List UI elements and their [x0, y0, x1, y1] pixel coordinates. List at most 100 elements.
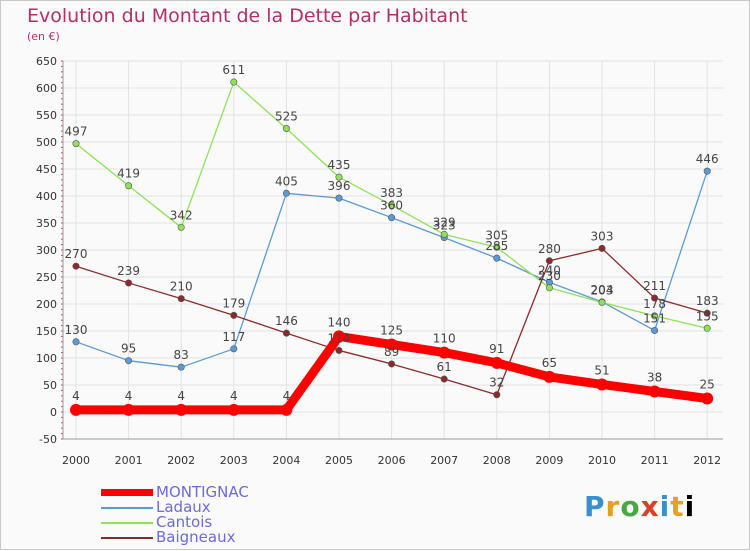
data-label-montignac: 110	[433, 332, 456, 346]
y-tick-label: 150	[36, 325, 57, 338]
x-tick-label: 2010	[588, 454, 616, 467]
legend-swatch-cantois	[101, 521, 153, 524]
data-point-cantois	[598, 298, 606, 306]
data-point-cantois	[72, 140, 80, 148]
data-point-ladaux	[282, 189, 290, 197]
data-point-baigneaux	[125, 279, 133, 287]
legend-item-montignac: MONTIGNAC	[101, 485, 249, 500]
data-point-montignac	[596, 378, 608, 391]
legend-item-ladaux: Ladaux	[101, 500, 249, 515]
logo-letter: P	[584, 490, 606, 523]
data-label-cantois: 525	[275, 110, 298, 124]
y-tick-label: 50	[43, 379, 57, 392]
x-tick-label: 2004	[272, 454, 300, 467]
data-point-cantois	[703, 324, 711, 332]
x-tick-label: 2011	[641, 454, 669, 467]
data-point-baigneaux	[230, 311, 238, 319]
data-point-ladaux	[335, 194, 343, 202]
y-tick-label: 600	[36, 82, 57, 95]
data-point-montignac	[175, 403, 188, 416]
data-label-montignac: 38	[647, 370, 662, 384]
data-point-ladaux	[230, 345, 238, 353]
data-label-baigneaux: 239	[117, 264, 140, 278]
x-tick-label: 2012	[693, 454, 721, 467]
logo-letter: i	[659, 490, 671, 523]
data-label-ladaux: 405	[275, 174, 298, 188]
data-point-montignac	[333, 330, 345, 343]
data-label-baigneaux: 114	[328, 331, 351, 345]
data-label-ladaux: 323	[433, 219, 456, 233]
y-tick-label: 400	[36, 190, 57, 203]
chart-unit-label: (en €)	[27, 30, 60, 43]
data-label-cantois: 383	[380, 186, 403, 200]
data-label-cantois: 230	[538, 269, 561, 283]
data-point-baigneaux	[440, 375, 448, 383]
data-label-cantois: 329	[433, 215, 456, 229]
data-label-baigneaux: 270	[65, 247, 88, 261]
data-label-montignac: 51	[594, 363, 609, 377]
data-label-baigneaux: 183	[696, 294, 719, 308]
data-point-cantois	[230, 78, 238, 86]
data-point-ladaux	[388, 214, 396, 222]
data-label-ladaux: 360	[380, 199, 403, 213]
data-label-ladaux: 95	[121, 342, 136, 356]
legend-item-cantois: Cantois	[101, 515, 249, 530]
data-point-montignac	[122, 403, 135, 416]
data-label-baigneaux: 210	[170, 280, 193, 294]
x-tick-label: 2006	[378, 454, 406, 467]
data-point-cantois	[493, 243, 501, 251]
data-label-montignac: 125	[380, 324, 403, 338]
data-point-ladaux	[72, 338, 80, 346]
y-tick-label: 450	[36, 163, 57, 176]
data-point-montignac	[543, 370, 556, 383]
logo-letter: x	[640, 490, 660, 523]
data-label-cantois: 419	[117, 167, 140, 181]
data-label-baigneaux: 179	[222, 296, 245, 310]
data-point-ladaux	[177, 363, 185, 371]
data-point-cantois	[651, 312, 659, 320]
data-label-montignac: 140	[328, 315, 351, 329]
data-label-ladaux: 285	[485, 239, 508, 253]
data-point-montignac	[227, 403, 240, 416]
data-label-baigneaux: 211	[643, 279, 666, 293]
data-label-ladaux: 446	[696, 152, 719, 166]
x-tick-label: 2001	[115, 454, 143, 467]
y-tick-label: 200	[36, 298, 57, 311]
y-tick-label: 300	[36, 244, 57, 257]
data-point-baigneaux	[703, 309, 711, 317]
y-tick-label: -50	[39, 433, 57, 446]
data-point-cantois	[177, 223, 185, 231]
data-label-montignac: 4	[72, 389, 80, 403]
chart-title: Evolution du Montant de la Dette par Hab…	[27, 5, 468, 27]
data-label-montignac: 4	[125, 389, 133, 403]
legend-swatch-montignac	[101, 489, 153, 496]
x-tick-label: 2009	[535, 454, 563, 467]
data-label-ladaux: 396	[328, 179, 351, 193]
data-label-baigneaux: 303	[591, 229, 614, 243]
data-label-baigneaux: 32	[489, 376, 504, 390]
legend-label-ladaux: Ladaux	[156, 498, 211, 516]
x-tick-label: 2007	[430, 454, 458, 467]
logo-letter: r	[605, 490, 621, 523]
data-label-cantois: 435	[328, 158, 351, 172]
data-point-montignac	[701, 392, 714, 405]
data-label-ladaux: 83	[174, 348, 189, 362]
data-point-ladaux	[493, 254, 501, 262]
data-point-baigneaux	[388, 360, 396, 368]
data-label-ladaux: 204	[591, 283, 614, 297]
chart-legend: MONTIGNAC Ladaux Cantois Baigneaux	[101, 485, 249, 545]
data-label-montignac: 65	[542, 356, 557, 370]
data-point-montignac	[438, 346, 451, 359]
legend-swatch-ladaux	[101, 506, 153, 509]
data-point-ladaux	[125, 357, 133, 365]
data-point-cantois	[545, 284, 553, 292]
data-label-ladaux: 117	[222, 330, 245, 344]
x-tick-label: 2005	[325, 454, 353, 467]
y-tick-label: 500	[36, 136, 57, 149]
data-point-baigneaux	[598, 244, 606, 252]
data-point-baigneaux	[72, 262, 80, 270]
data-label-baigneaux: 280	[538, 242, 561, 256]
data-label-cantois: 305	[485, 228, 508, 242]
data-point-cantois	[125, 182, 133, 190]
data-label-montignac: 4	[283, 389, 291, 403]
